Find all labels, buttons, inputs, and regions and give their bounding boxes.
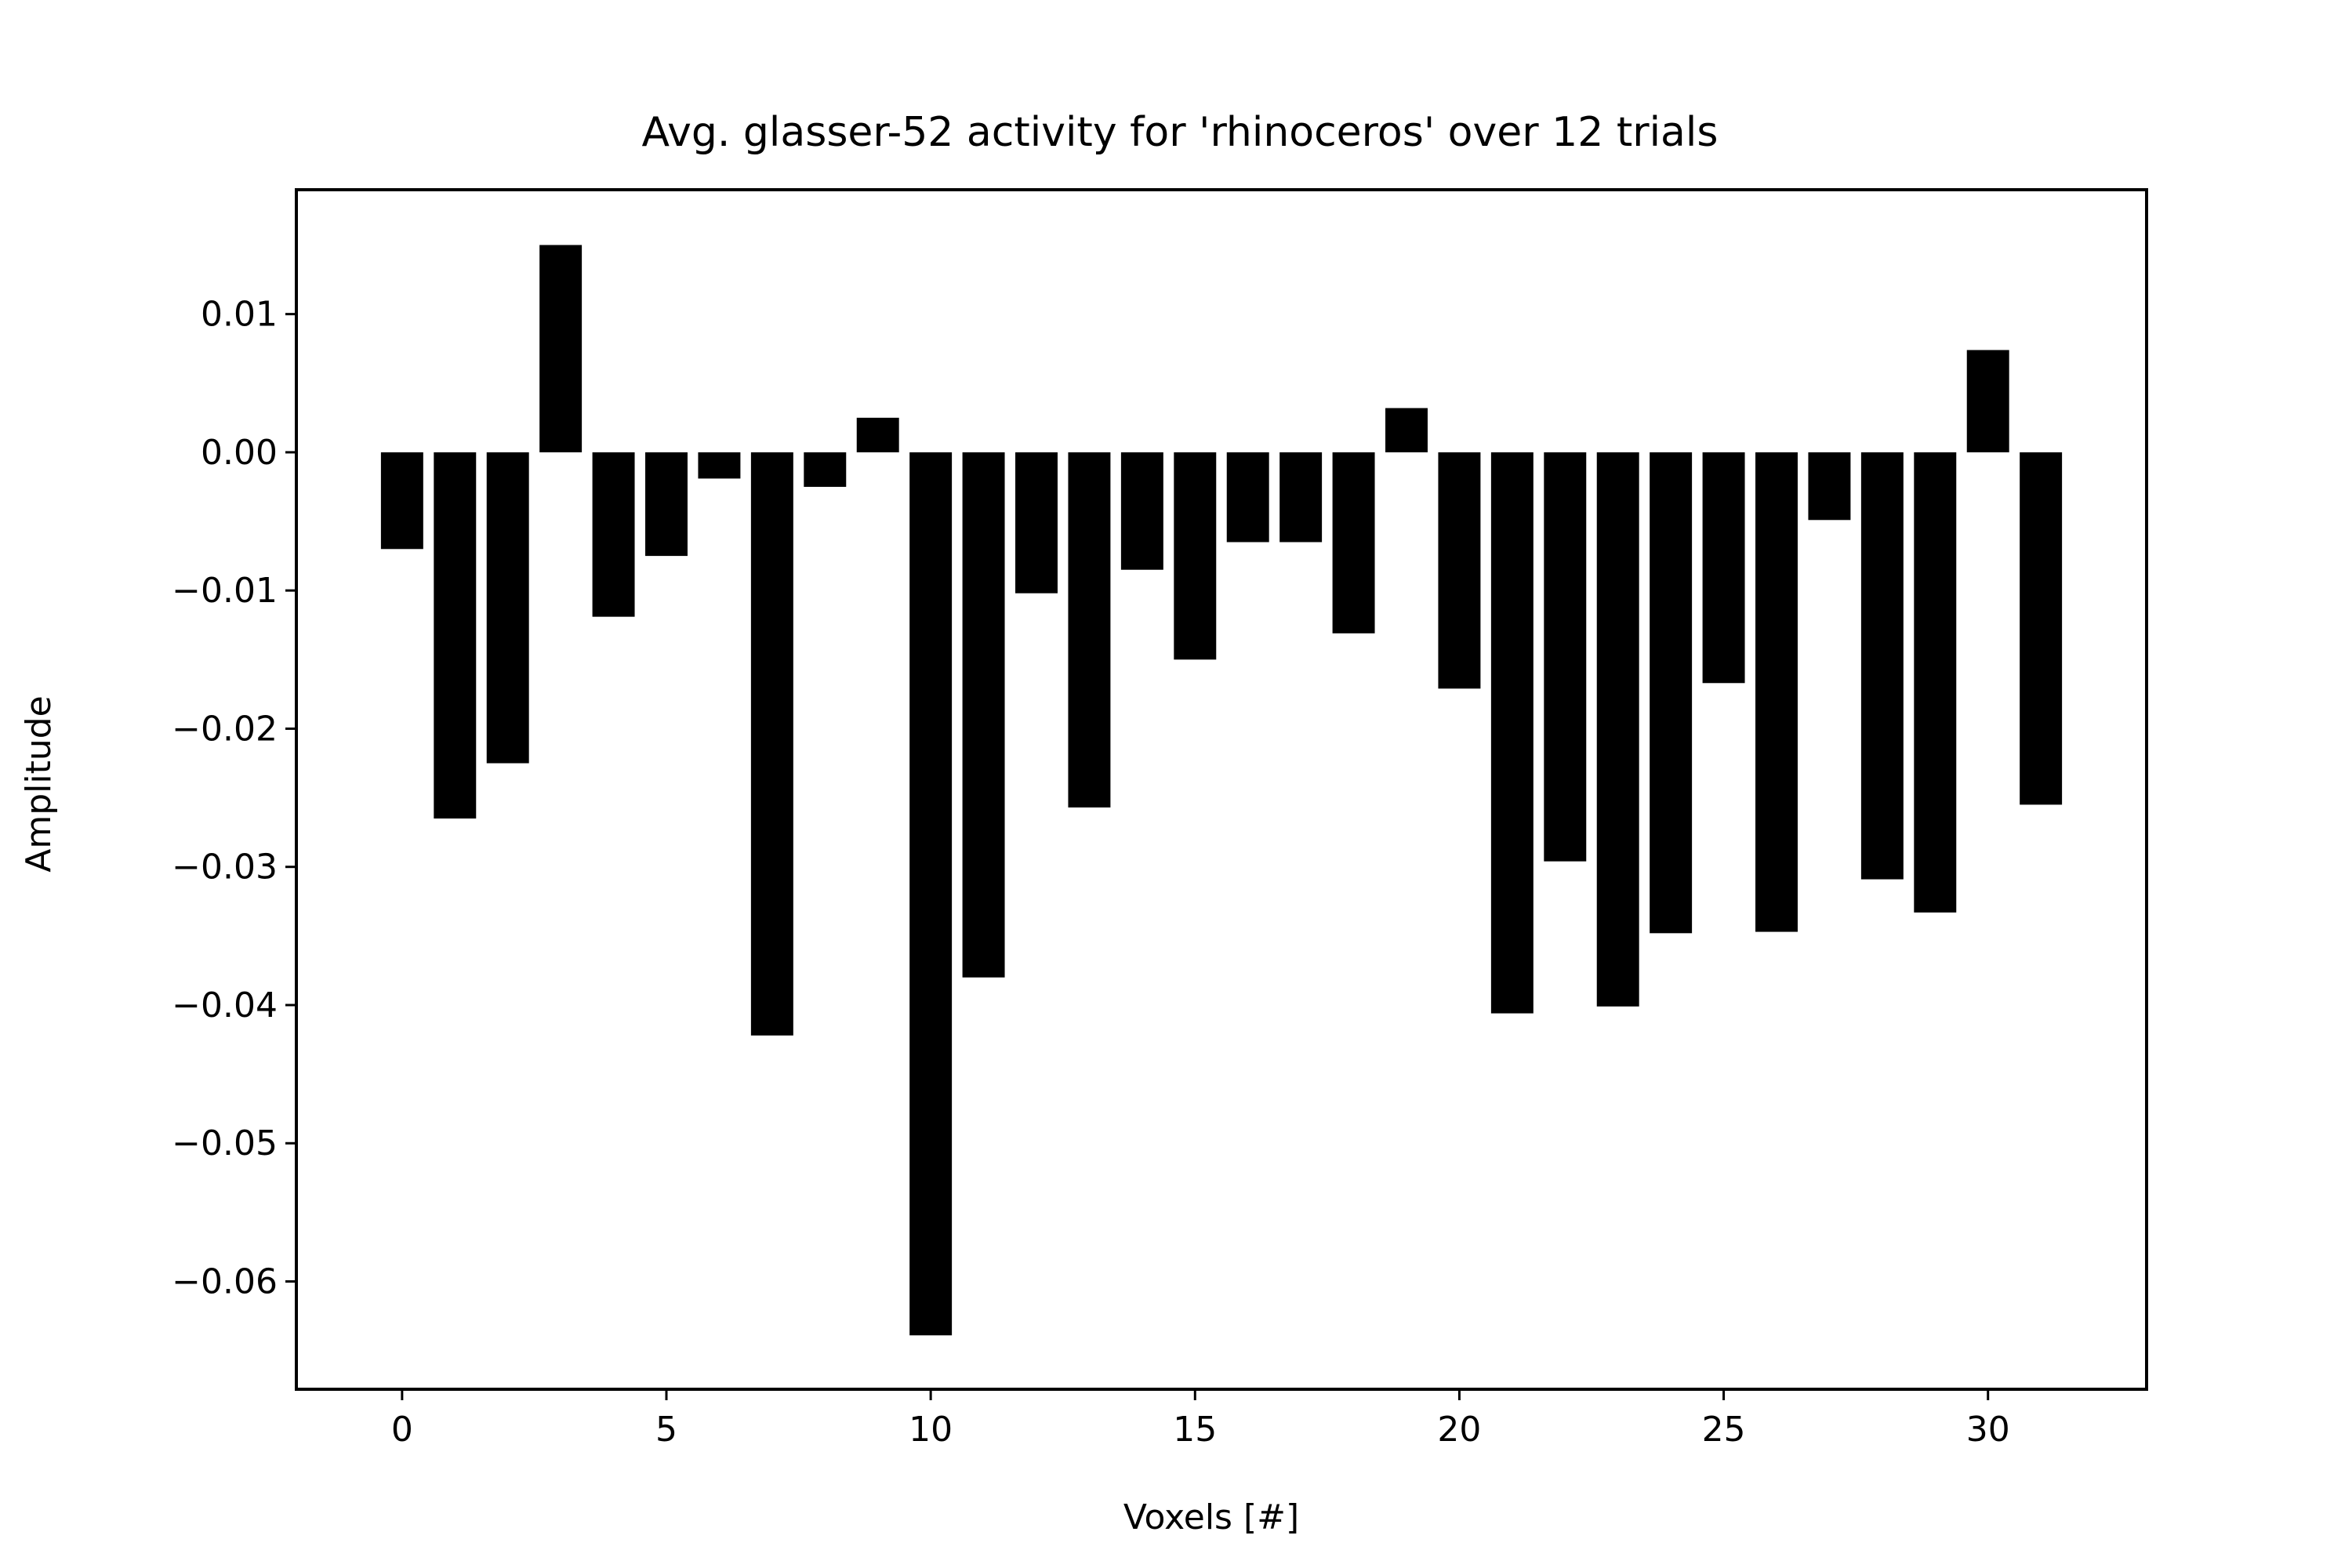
x-tick-label: 25 bbox=[1702, 1410, 1746, 1450]
bar-voxel-20 bbox=[1438, 452, 1481, 689]
bar-voxel-23 bbox=[1596, 452, 1639, 1007]
x-tick-label: 20 bbox=[1437, 1410, 1481, 1450]
y-axis-label: Amplitude bbox=[19, 695, 59, 872]
y-tick-label: −0.02 bbox=[172, 709, 278, 749]
y-axis: 0.01 0.00 −0.01 −0.02 −0.03 −0.04 −0.05 −0.06 bbox=[172, 295, 296, 1302]
bar-voxel-2 bbox=[486, 452, 529, 764]
bar-voxel-22 bbox=[1544, 452, 1587, 862]
bar-voxel-17 bbox=[1279, 452, 1323, 543]
x-tick-label: 30 bbox=[1966, 1410, 2010, 1450]
y-tick-label: 0.01 bbox=[201, 295, 278, 335]
chart-title: Avg. glasser-52 activity for 'rhinoceros… bbox=[642, 109, 1719, 156]
y-tick-label: −0.01 bbox=[172, 571, 278, 611]
bar-voxel-31 bbox=[2020, 452, 2063, 805]
bar-voxel-12 bbox=[1015, 452, 1058, 593]
bar-voxel-10 bbox=[909, 452, 953, 1336]
bar-voxel-14 bbox=[1120, 452, 1163, 570]
bar-voxel-28 bbox=[1860, 452, 1904, 880]
x-tick-label: 15 bbox=[1173, 1410, 1217, 1450]
bar-voxel-7 bbox=[750, 452, 793, 1036]
bar-voxel-18 bbox=[1332, 452, 1375, 633]
y-tick-label: 0.00 bbox=[201, 433, 278, 473]
bar-voxel-1 bbox=[434, 452, 477, 819]
bar-voxel-9 bbox=[856, 417, 899, 452]
y-tick-label: −0.06 bbox=[172, 1262, 278, 1302]
x-axis: 0 5 10 15 20 25 30 bbox=[391, 1389, 2010, 1450]
x-axis-label: Voxels [#] bbox=[1123, 1497, 1299, 1537]
x-tick-label: 5 bbox=[655, 1410, 677, 1450]
bar-voxel-4 bbox=[592, 452, 635, 617]
bar-voxel-27 bbox=[1808, 452, 1851, 521]
bar-voxel-25 bbox=[1702, 452, 1745, 684]
bar-voxel-11 bbox=[962, 452, 1005, 978]
bar-voxel-30 bbox=[1966, 350, 2009, 452]
bar-voxel-3 bbox=[539, 245, 583, 452]
bar-voxel-29 bbox=[1914, 452, 1957, 913]
bar-voxel-24 bbox=[1650, 452, 1693, 934]
bar-voxel-19 bbox=[1385, 408, 1428, 452]
bar-voxel-5 bbox=[645, 452, 688, 557]
bar-voxel-16 bbox=[1226, 452, 1269, 543]
x-tick-label: 10 bbox=[909, 1410, 953, 1450]
bar-voxel-0 bbox=[380, 452, 423, 550]
plot-frame bbox=[295, 188, 2148, 1391]
bar-voxel-15 bbox=[1174, 452, 1217, 660]
y-tick-label: −0.04 bbox=[172, 985, 278, 1025]
y-tick-label: −0.03 bbox=[172, 848, 278, 887]
y-tick-label: −0.05 bbox=[172, 1123, 278, 1163]
bar-voxel-13 bbox=[1068, 452, 1111, 808]
x-tick-label: 0 bbox=[391, 1410, 413, 1450]
bar-voxel-6 bbox=[698, 452, 741, 479]
bars-group bbox=[380, 245, 2063, 1336]
bar-voxel-8 bbox=[804, 452, 847, 487]
bar-voxel-26 bbox=[1755, 452, 1798, 932]
bar-voxel-21 bbox=[1490, 452, 1534, 1014]
